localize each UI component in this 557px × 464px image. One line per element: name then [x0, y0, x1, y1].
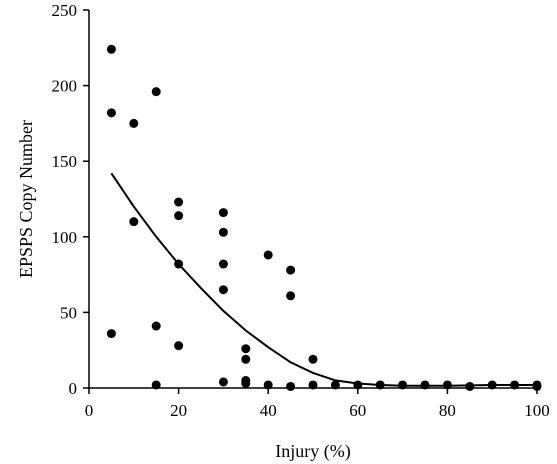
data-point	[218, 227, 228, 237]
data-point	[420, 380, 430, 390]
data-point	[241, 378, 251, 388]
data-point	[129, 118, 139, 128]
x-tick-label: 40	[260, 401, 277, 420]
data-point	[106, 44, 116, 54]
data-point	[174, 197, 184, 207]
data-point	[174, 259, 184, 269]
data-point	[263, 250, 273, 260]
fit-curve-group	[110, 172, 537, 387]
y-tick-label: 0	[69, 379, 78, 398]
data-point	[286, 265, 296, 275]
data-point	[465, 381, 475, 391]
x-tick-label: 80	[439, 401, 456, 420]
data-point	[106, 108, 116, 118]
x-tick-label: 100	[524, 401, 550, 420]
data-point	[398, 380, 408, 390]
data-point	[241, 344, 251, 354]
data-point	[308, 354, 318, 364]
data-point	[286, 291, 296, 301]
y-tick-label: 100	[52, 228, 78, 247]
axes	[88, 10, 537, 389]
y-tick-label: 50	[60, 303, 77, 322]
data-point	[308, 380, 318, 390]
data-point	[510, 380, 520, 390]
x-tick-label: 60	[349, 401, 366, 420]
data-point	[151, 380, 161, 390]
x-ticks: 0 20 40 60 80 100	[85, 388, 550, 420]
y-axis-title: EPSPS Copy Number	[16, 120, 36, 278]
x-axis-title: Injury (%)	[275, 441, 350, 462]
data-point	[487, 380, 497, 390]
y-tick-label: 250	[52, 1, 78, 20]
data-points	[106, 44, 542, 391]
y-tick-label: 200	[52, 77, 78, 96]
y-tick-label: 150	[52, 152, 78, 171]
data-point	[174, 211, 184, 221]
data-point	[263, 380, 273, 390]
y-ticks: 0 50 100 150 200 250	[52, 1, 89, 398]
data-point	[151, 87, 161, 97]
data-point	[353, 380, 363, 390]
data-point	[532, 381, 542, 391]
x-tick-label: 20	[170, 401, 187, 420]
data-point	[151, 321, 161, 331]
data-point	[241, 354, 251, 364]
data-point	[106, 329, 116, 339]
data-point	[375, 380, 385, 390]
data-point	[174, 341, 184, 351]
x-tick-label: 0	[85, 401, 94, 420]
data-point	[129, 217, 139, 227]
data-point	[218, 259, 228, 269]
data-point	[218, 377, 228, 387]
data-point	[218, 285, 228, 295]
data-point	[218, 208, 228, 218]
data-point	[286, 381, 296, 391]
data-point	[330, 380, 340, 390]
fit-curve	[110, 172, 537, 387]
data-point	[442, 380, 452, 390]
